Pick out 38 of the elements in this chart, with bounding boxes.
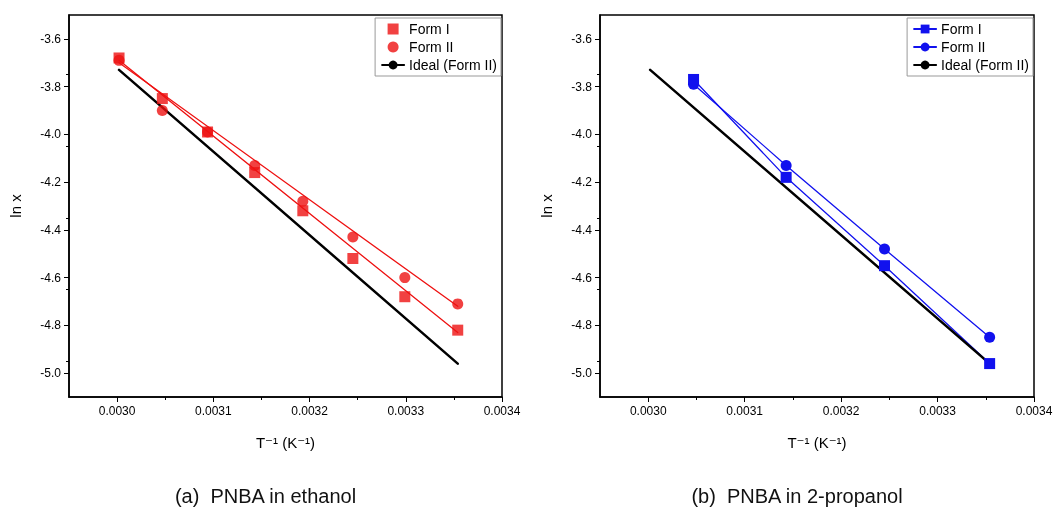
y-tick-label: -4.0 <box>40 127 62 142</box>
y-axis-title: ln x <box>7 193 24 218</box>
y-tick-label: -4.8 <box>40 318 62 333</box>
y-tick-label: -5.0 <box>40 366 62 381</box>
x-tick-label: 0.0033 <box>919 404 957 418</box>
y-tick-label: -3.8 <box>40 79 62 94</box>
y-tick-label: -4.2 <box>571 175 593 190</box>
x-tick-label: 0.0032 <box>291 404 329 418</box>
y-tick-label: -4.6 <box>571 270 593 285</box>
legend-label: Form I <box>941 21 982 37</box>
x-tick-label: 0.0034 <box>1015 404 1053 418</box>
x-tick-label: 0.0031 <box>194 404 233 418</box>
y-tick-label: -5.0 <box>571 366 593 381</box>
y-tick-label: -4.8 <box>571 318 593 333</box>
y-tick-label: -3.6 <box>40 31 62 46</box>
text: (b) PNBA in 2-propanol <box>691 485 903 507</box>
legend-label: Form II <box>409 39 454 55</box>
x-axis-title: T⁻¹ (K⁻¹) <box>787 434 847 451</box>
y-tick-label: -4.0 <box>571 127 593 142</box>
legend-label: Ideal (Form II) <box>941 57 1029 73</box>
y-tick-label: -3.6 <box>571 31 593 46</box>
y-tick-label: -4.6 <box>40 270 62 285</box>
x-tick-label: 0.0032 <box>822 404 860 418</box>
x-tick-label: 0.0031 <box>726 404 764 418</box>
x-tick-label: 0.0033 <box>387 404 425 418</box>
y-tick-label: -4.2 <box>40 175 62 190</box>
x-tick-label: 0.0034 <box>483 404 521 418</box>
y-tick-label: -4.4 <box>40 222 62 237</box>
y-axis-title: ln x <box>538 193 555 218</box>
y-tick-label: -4.4 <box>571 222 593 237</box>
x-tick-label: 0.0030 <box>629 404 667 418</box>
x-axis-title: T⁻¹ (K⁻¹) <box>255 434 316 451</box>
x-tick-label: 0.0030 <box>98 404 136 418</box>
y-tick-label: -3.8 <box>571 79 593 94</box>
legend-label: Form I <box>409 21 450 37</box>
legend-label: Ideal (Form II) <box>409 57 497 73</box>
legend-label: Form II <box>941 39 986 55</box>
text: (a) PNBA in ethanol <box>174 485 357 507</box>
